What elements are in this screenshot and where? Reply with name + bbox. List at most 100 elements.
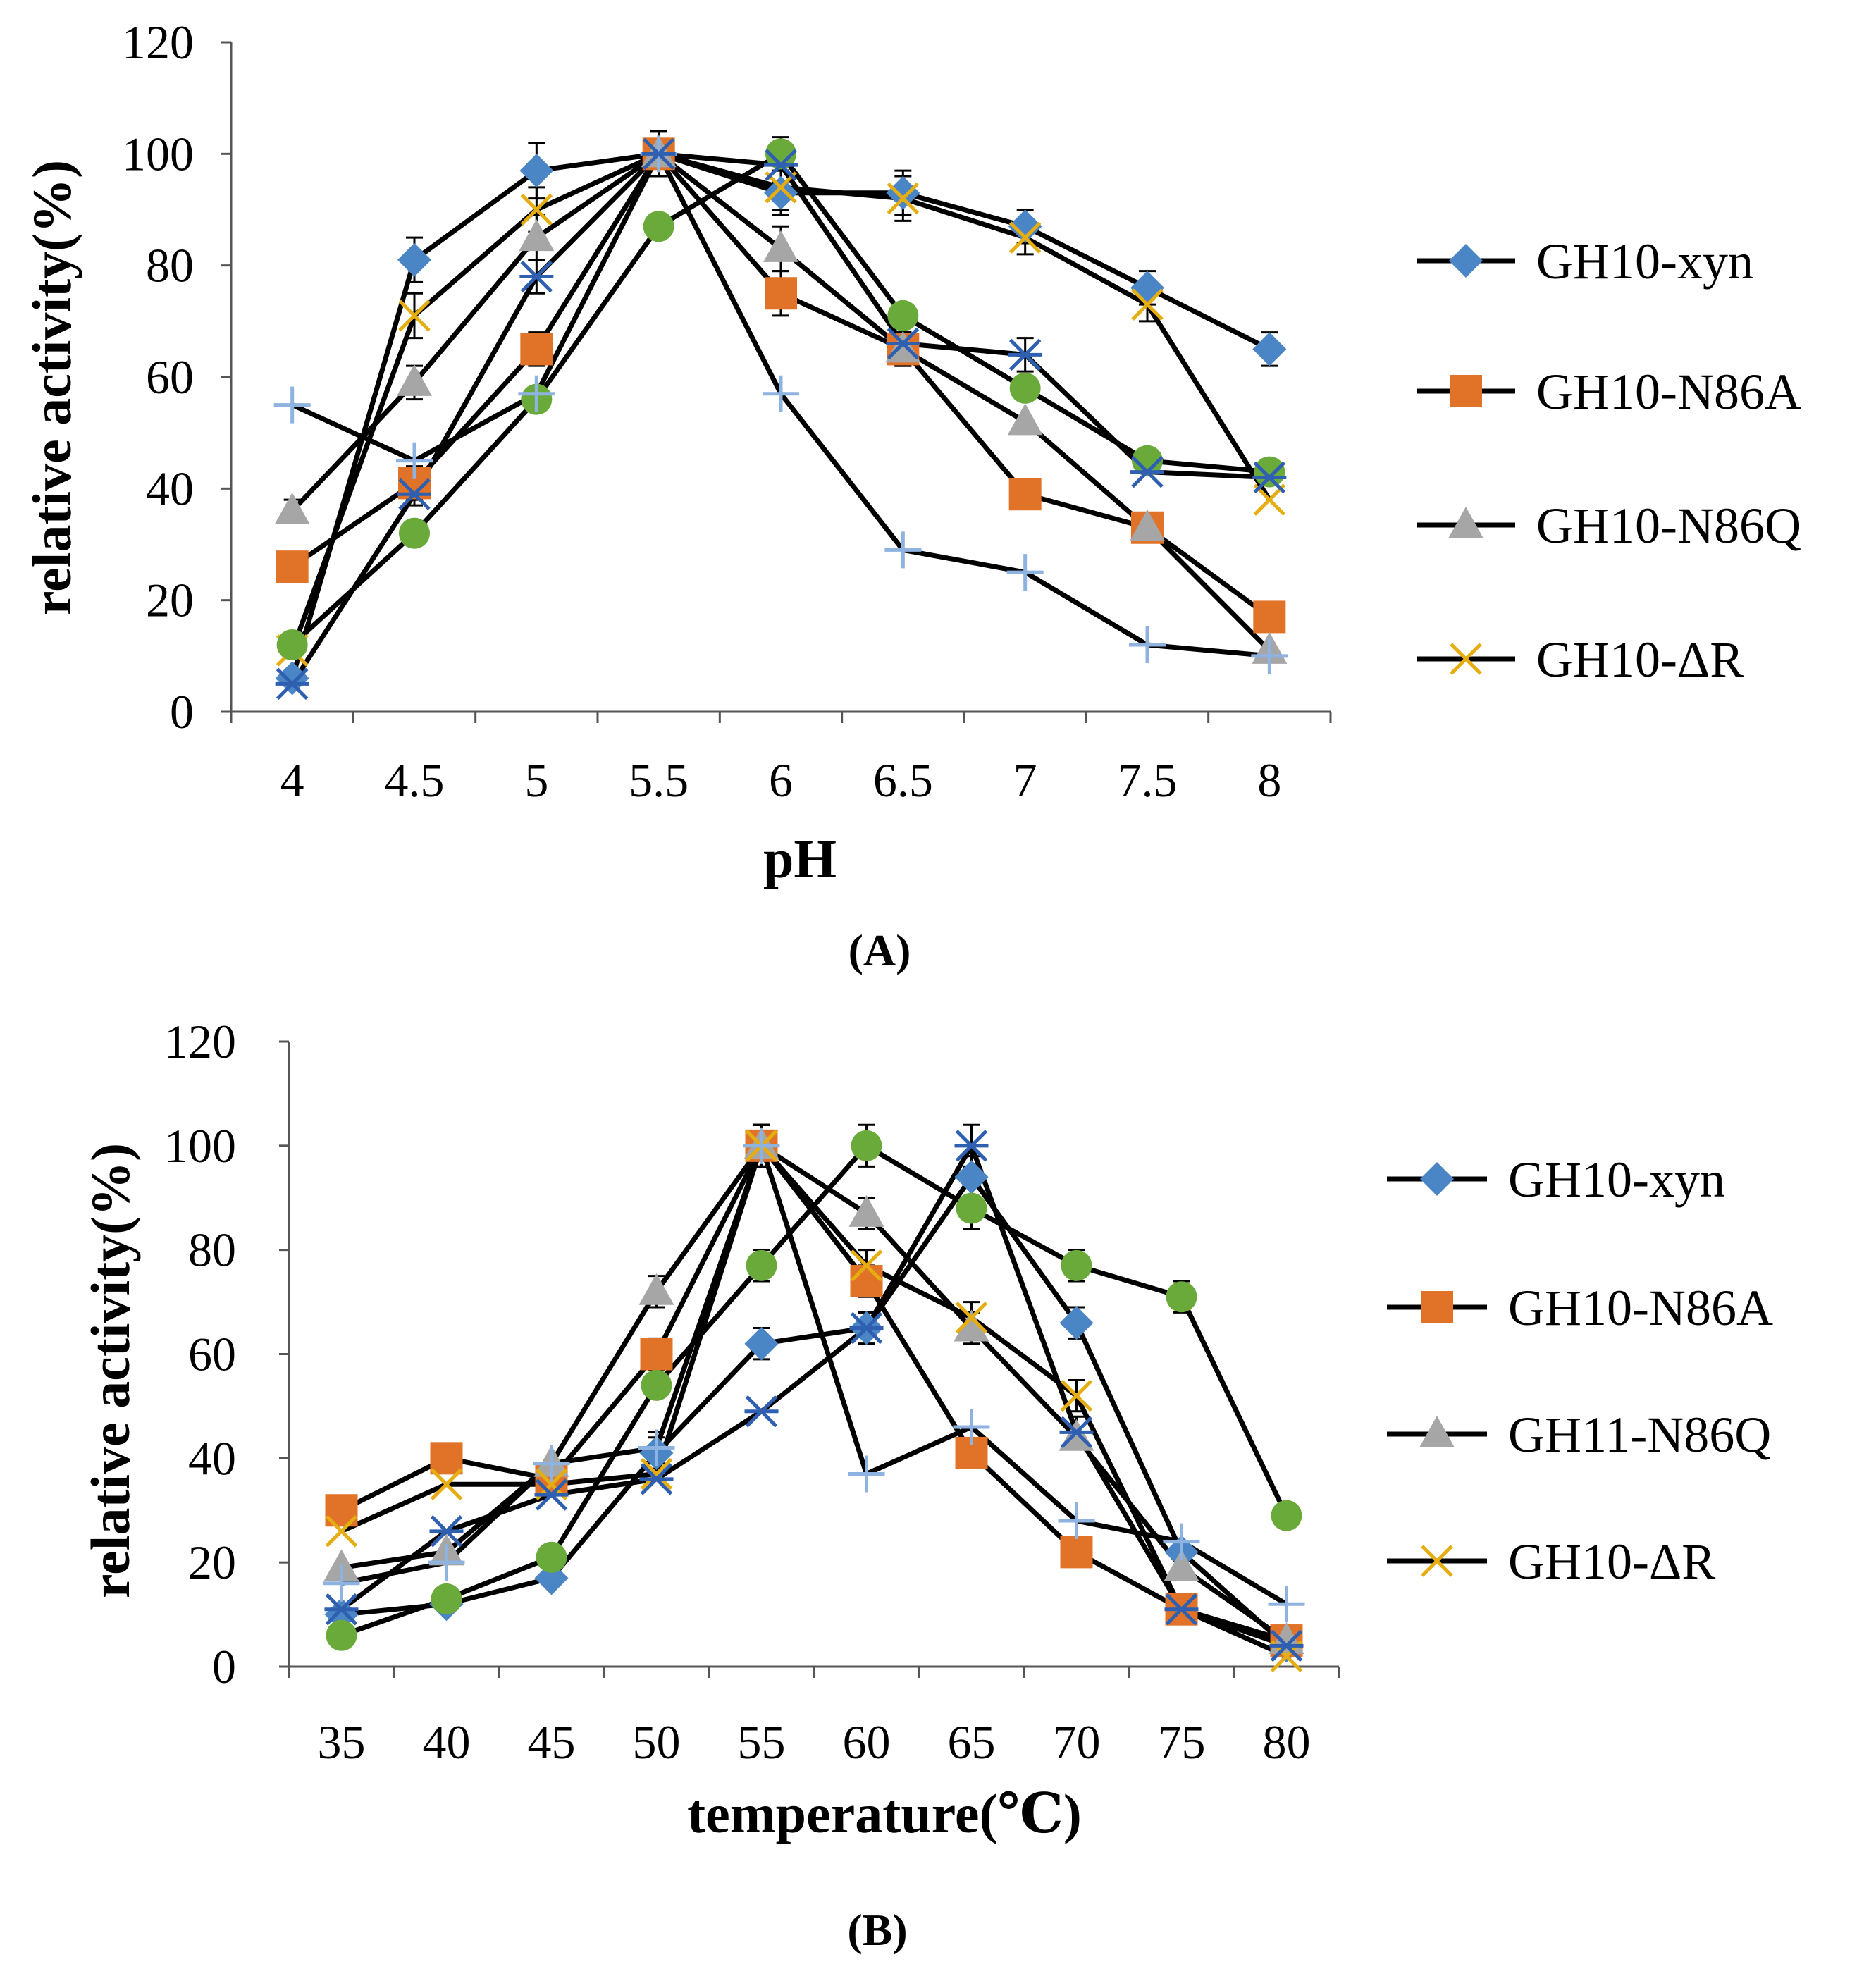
panel-a-data-point — [763, 375, 799, 412]
panel-a-data-point — [397, 478, 431, 511]
panel-b-data-point — [640, 1457, 673, 1490]
panel-a-data-point — [518, 375, 555, 412]
panel-a-data-point — [520, 333, 553, 366]
panel-b-data-point — [641, 1369, 672, 1401]
panel-a-y-axis-label: relative activity(%) — [21, 160, 82, 615]
panel-a-data-point — [398, 300, 431, 332]
panel-b-data-point — [953, 1408, 990, 1445]
panel-b-legend-label: GH10-xyn — [1508, 1151, 1725, 1208]
panel-b-data-point — [1164, 1549, 1199, 1581]
panel-a-legend-marker — [1450, 643, 1482, 675]
panel-b-series-line-circle-series — [340, 1143, 1289, 1638]
panel-b-data-point — [640, 1338, 673, 1371]
panel-b-y-tick-label: 80 — [188, 1223, 236, 1277]
panel-b-data-point — [956, 1192, 987, 1224]
panel-b-data-point — [954, 1130, 989, 1162]
panel-a-data-point — [1007, 403, 1043, 436]
panel-b-legend-label: GH10-N86A — [1508, 1280, 1773, 1336]
panel-a-x-tick-label: 8 — [1257, 753, 1281, 807]
panel-a-caption: (A) — [848, 925, 911, 975]
panel-b-data-point — [638, 1273, 674, 1305]
panel-b-data-point — [431, 1583, 462, 1614]
panel-b-data-point — [323, 1564, 360, 1602]
panel-a-data-point — [520, 193, 553, 226]
panel-b-data-point — [429, 1515, 464, 1548]
panel-b-data-point — [1166, 1281, 1197, 1313]
panel-b-legend-marker — [1419, 1416, 1455, 1447]
panel-b-data-point — [746, 1249, 777, 1281]
panel-a-data-point — [1008, 338, 1042, 371]
panel-b-data-point — [1059, 1306, 1094, 1340]
panel-b-data-point — [1059, 1416, 1094, 1449]
panel-a-legend-marker — [1450, 375, 1482, 407]
panel-a-data-point — [1009, 372, 1041, 404]
panel-a-markers-circle — [276, 138, 1285, 660]
panel-a-legend-marker — [1449, 244, 1483, 278]
panel-a-data-point — [1252, 332, 1287, 366]
panel-a-y-tick-label: 0 — [170, 685, 194, 739]
panel-b-data-point — [430, 1468, 463, 1501]
panel-a-data-point — [1253, 600, 1286, 634]
panel-a-x-tick-label: 4.5 — [385, 753, 445, 807]
panel-a-y-tick-label: 120 — [122, 16, 194, 69]
panel-a-y-tick-label: 20 — [146, 574, 194, 627]
panel-b-markers-star — [324, 1130, 1304, 1662]
panel-a-data-point — [273, 386, 311, 424]
panel-a-markers-star — [275, 137, 1287, 700]
panel-a-data-point — [1008, 221, 1042, 254]
panel-b-y-axis-label: relative activity(%) — [80, 1143, 141, 1598]
panel-b-data-point — [325, 1515, 358, 1548]
panel-b: relative activity(%) temperature(℃) (B) … — [80, 1015, 1773, 1955]
panel-a-data-point — [764, 175, 798, 210]
panel-b-data-point — [743, 1127, 780, 1164]
panel-b-data-point — [955, 1301, 988, 1334]
panel-b-x-tick-label: 35 — [318, 1715, 366, 1769]
panel-a-data-point — [1008, 209, 1042, 244]
panel-b-y-tick-label: 40 — [188, 1431, 236, 1485]
panel-a-data-point — [1130, 509, 1165, 541]
panel-b-data-point — [848, 1455, 885, 1493]
panel-b-markers-plus — [323, 1127, 1305, 1623]
panel-a-data-point — [765, 277, 797, 310]
panel-a-data-point — [765, 171, 797, 204]
panel-b-series-line-gh10-n86a — [340, 1143, 1288, 1643]
panel-a-markers-plus — [273, 135, 1288, 674]
panel-b-legend-marker — [1421, 1545, 1453, 1577]
panel-a-y-tick-label: 100 — [122, 127, 194, 180]
panel-a-x-tick-label: 6.5 — [873, 753, 933, 807]
panel-b-data-point — [324, 1593, 359, 1626]
panel-a-data-point — [1131, 288, 1164, 321]
panel-a-data-point — [275, 667, 309, 700]
panel-a-data-point — [1132, 445, 1163, 476]
panel-b-data-point — [428, 1544, 465, 1581]
panel-b-x-tick-label: 60 — [843, 1715, 891, 1769]
panel-b-data-point — [1058, 1502, 1095, 1540]
panel-b-data-point — [1060, 1379, 1093, 1412]
panel-b-data-point — [430, 1442, 463, 1475]
panel-b-data-point — [326, 1619, 357, 1651]
panel-a-y-tick-label: 80 — [146, 239, 194, 292]
panel-b-data-point — [850, 1265, 883, 1298]
panel-a-data-point — [884, 531, 922, 569]
panel-a-data-point — [887, 300, 919, 331]
panel-a-data-point — [886, 175, 920, 210]
panel-b-data-point — [744, 1395, 779, 1428]
panel-b-data-point — [850, 1249, 883, 1282]
panel-b-data-point — [1061, 1249, 1092, 1281]
panel-b-data-point — [533, 1445, 570, 1482]
panel-a-data-point — [763, 230, 798, 262]
panel-a-x-tick-label: 6 — [769, 753, 793, 807]
panel-b-data-point — [849, 1311, 884, 1345]
panel-a-data-point — [276, 550, 309, 583]
panel-b-markers-circle — [326, 1130, 1302, 1651]
panel-a-data-point — [886, 327, 920, 360]
panel-b-data-point — [639, 1463, 674, 1495]
panel-a-legend: GH10-xyn GH10-N86A GH10-N86Q GH10-ΔR — [1417, 233, 1801, 688]
panel-b-x-tick-label: 40 — [423, 1715, 471, 1769]
panel-a-x-tick-label: 5.5 — [629, 753, 689, 807]
panel-b-x-tick-label: 65 — [948, 1715, 996, 1769]
panel-a-data-point — [1130, 455, 1164, 488]
panel-b-legend: GH10-xyn GH10-N86A GH11-N86Q GH10-ΔR — [1387, 1151, 1773, 1590]
panel-a-data-point — [397, 364, 432, 396]
